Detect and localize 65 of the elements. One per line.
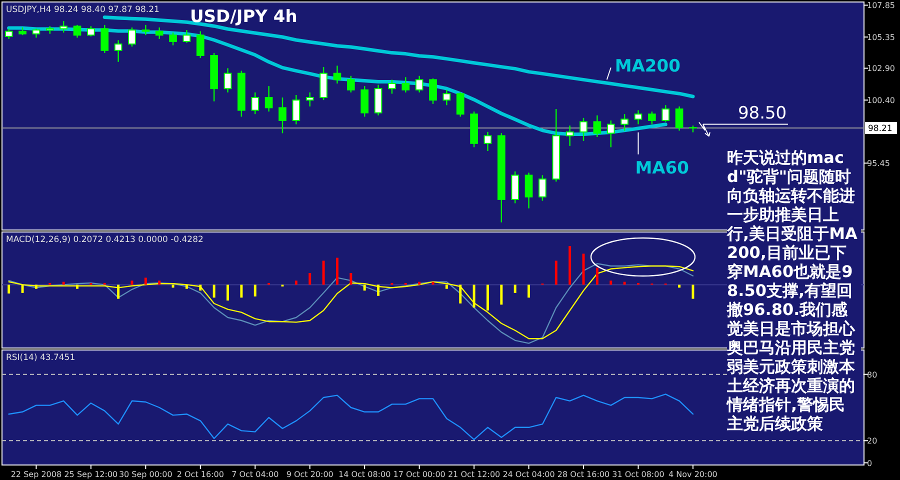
series-label: MA200: [614, 56, 681, 77]
bar: [445, 284, 448, 289]
bar: [322, 260, 325, 285]
x-tick-label: 24 Oct 04:00: [502, 470, 555, 479]
y-tick-label: 20: [867, 436, 878, 446]
bar: [117, 284, 120, 299]
bar: [363, 284, 366, 291]
chart-title: USD/JPY 4h: [190, 7, 298, 27]
bar: [528, 284, 530, 298]
y-tick-label: 102.90: [867, 64, 895, 74]
bar: [158, 280, 161, 285]
x-tick-label: 25 Sep 12:00: [64, 470, 118, 479]
bar: [336, 258, 338, 285]
x-tick-label: 2 Oct 16:00: [176, 470, 224, 479]
bar: [8, 284, 10, 294]
bar: [212, 284, 216, 298]
x-tick-label: 7 Oct 04:00: [232, 470, 279, 479]
x-tick-label: 17 Oct 00:00: [393, 470, 446, 479]
x-tick-label: 28 Oct 16:00: [557, 470, 610, 479]
y-tick-label: 107.85: [867, 1, 895, 10]
y-tick-label: 80: [867, 370, 878, 380]
line-series: [8, 394, 694, 440]
bar: [500, 284, 503, 305]
y-tick-label: 0: [867, 458, 872, 468]
series-label: MA60: [635, 158, 690, 178]
bar: [254, 284, 256, 296]
bar: [377, 284, 380, 296]
bar: [21, 284, 24, 293]
bar: [172, 284, 174, 288]
ref-line-label: 98.21: [868, 124, 892, 134]
x-tick-label: 21 Oct 12:00: [448, 470, 500, 479]
bar: [596, 268, 598, 285]
bar: [486, 284, 489, 311]
x-tick-label: 4 Nov 20:00: [668, 470, 718, 479]
bar: [678, 284, 681, 288]
bar: [554, 260, 558, 285]
bar: [294, 280, 298, 285]
annotation: USDJPY,H4 98.24 98.40 97.87 98.21: [6, 5, 160, 15]
bar: [514, 284, 516, 293]
bar: [34, 284, 38, 289]
bar: [459, 284, 462, 304]
x-tick-label: 30 Sep 00:00: [118, 470, 172, 479]
y-tick-label: 105.35: [867, 33, 895, 42]
text: MACD(12,26,9) 0.2072 0.4213 0.0000 -0.4282: [6, 235, 204, 245]
y-tick-label: 95.45: [867, 159, 890, 168]
bar: [76, 284, 78, 289]
bar: [240, 284, 243, 298]
x-tick-label: 22 Sep 2008: [10, 470, 62, 479]
x-tick-label: 9 Oct 20:00: [286, 470, 334, 479]
annotation: RSI(14) 43.7451: [6, 353, 76, 363]
bar: [350, 273, 352, 285]
bar: [185, 284, 188, 289]
text: 昨天说过的macd"驼背"问题随时向负轴运转不能进一步助推美日上行,美日受阻于MA200,目前业已下穿MA60也就是98.50支撑,有望回撤96.80.我们感觉美日是市场担心奥巴马沿用民主党弱美元政策刺激本土经济再次重演的情绪指针,警惕民主党后续政策: [727, 148, 858, 433]
bar: [226, 284, 229, 301]
bar: [472, 284, 476, 308]
bar: [610, 280, 612, 285]
x-tick-label: 14 Oct 08:00: [338, 470, 391, 479]
bar: [568, 246, 572, 285]
bar: [692, 284, 694, 299]
bar: [144, 278, 147, 285]
x-tick-label: 31 Oct 08:00: [612, 470, 664, 479]
bar: [308, 273, 312, 285]
y-tick-label: 100.40: [867, 96, 895, 106]
annotation: 98.50: [738, 103, 787, 124]
bar: [199, 284, 202, 291]
